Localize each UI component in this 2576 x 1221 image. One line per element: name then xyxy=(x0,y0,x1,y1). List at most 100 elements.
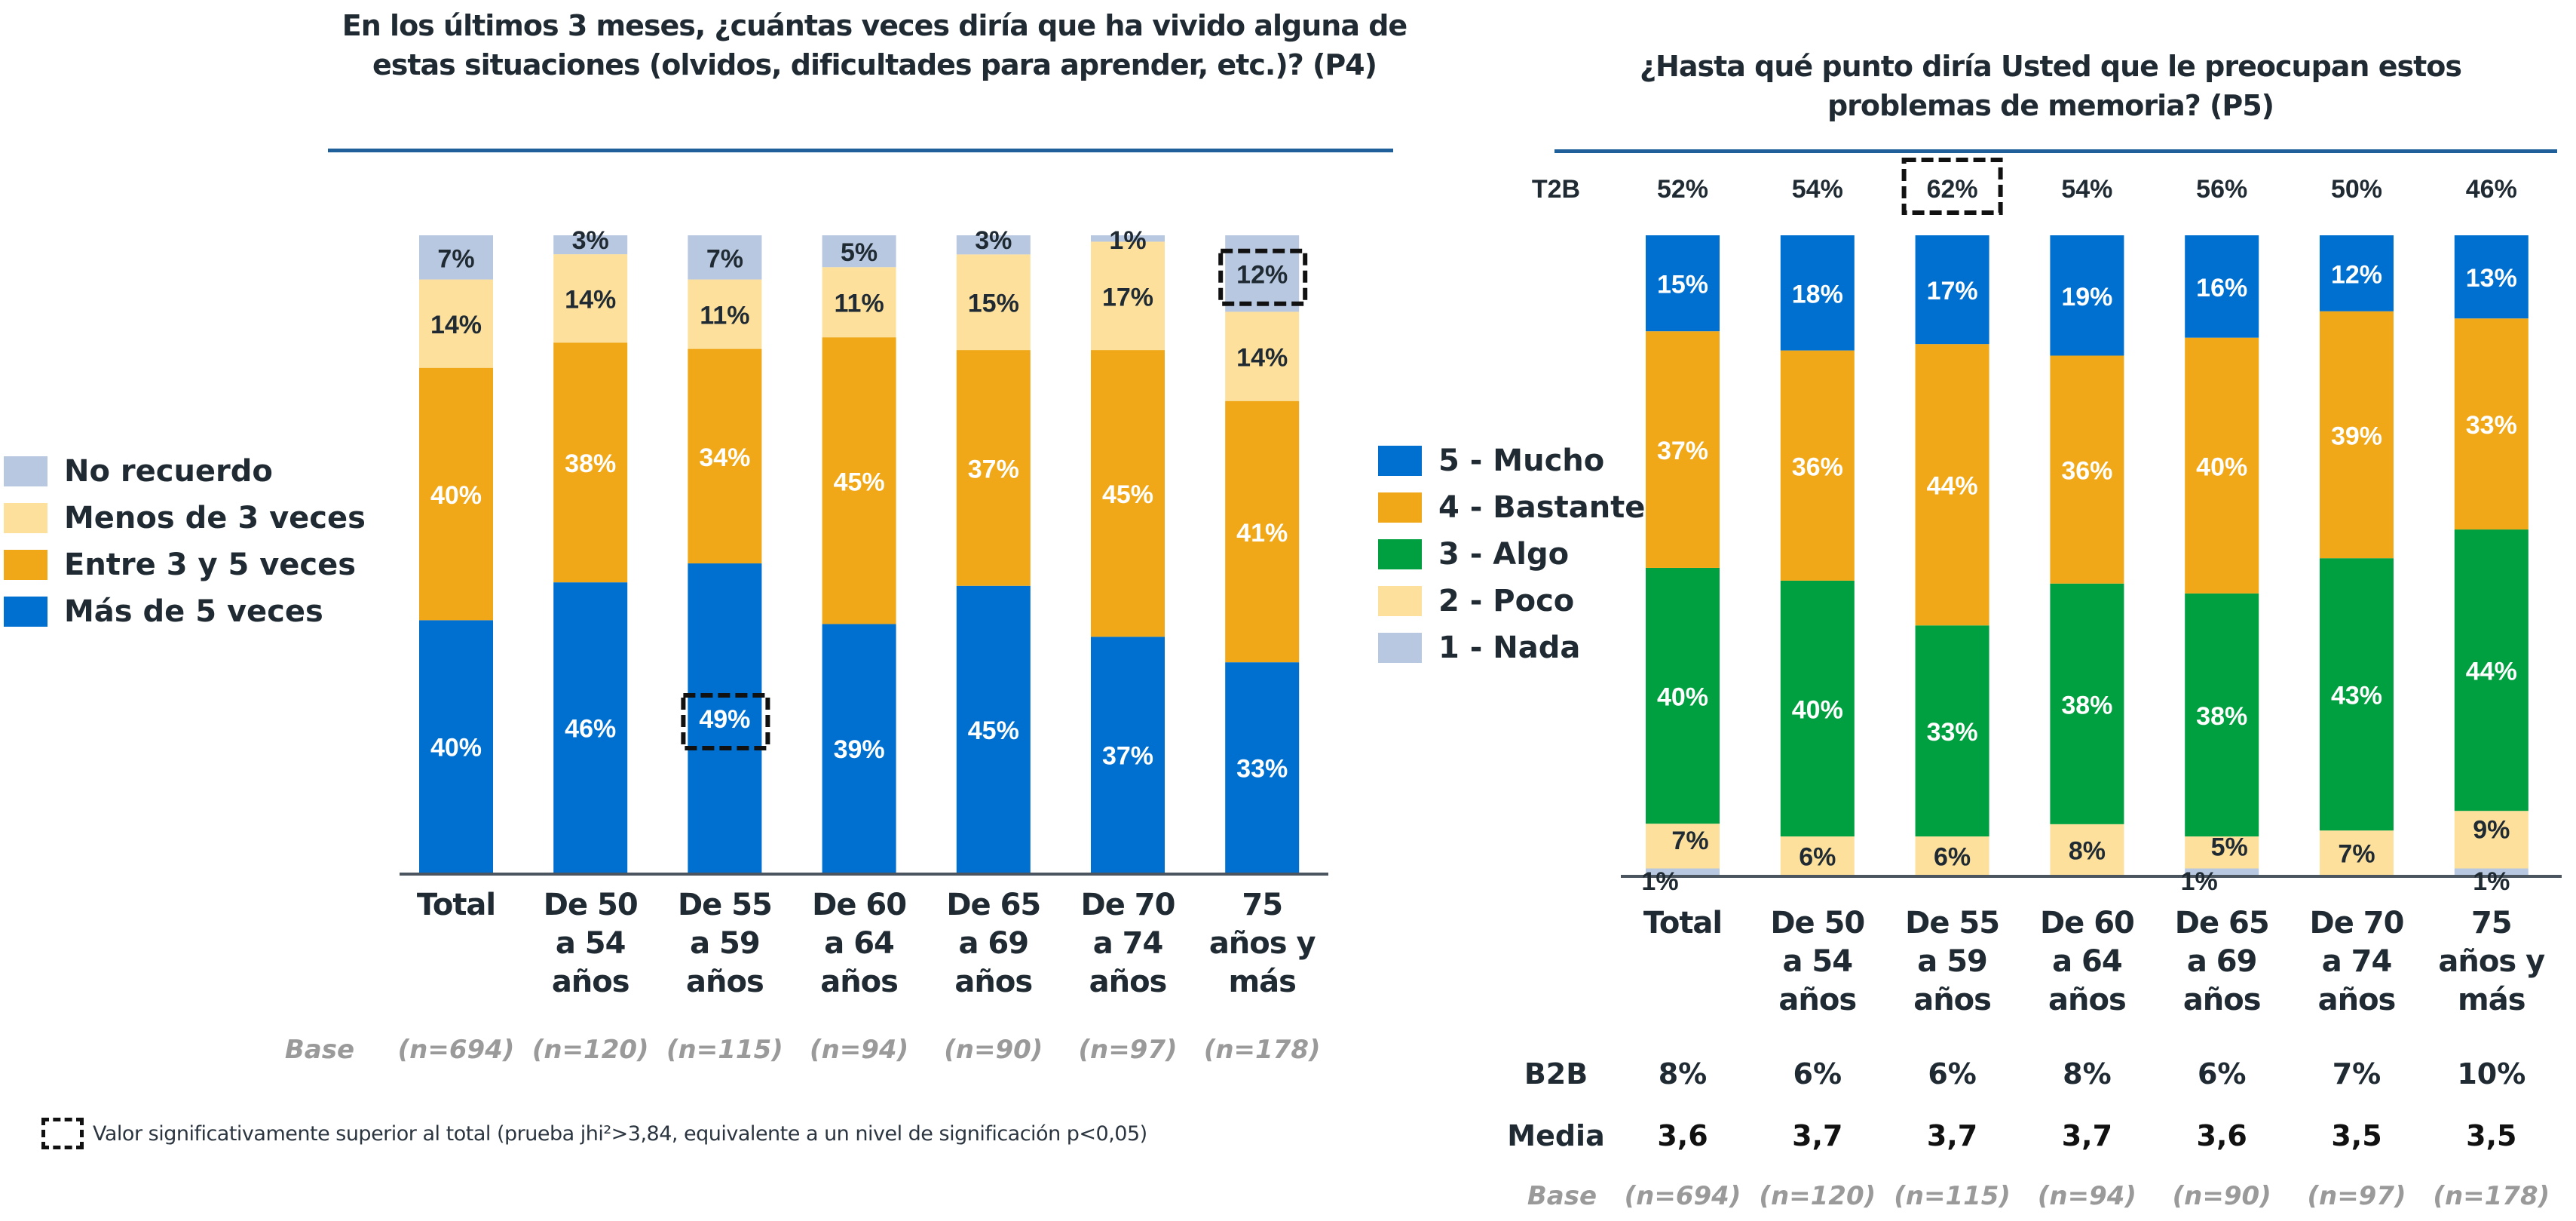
significance-box xyxy=(681,693,770,751)
b2b-value: 6% xyxy=(1793,1057,1842,1091)
data-label: 11% xyxy=(700,302,749,330)
bar-segment xyxy=(2454,235,2529,319)
data-label: 17% xyxy=(1102,283,1153,311)
base-n-label: (n=94) xyxy=(2038,1181,2136,1211)
category-label: a 64 xyxy=(824,926,894,961)
data-label: 3% xyxy=(975,226,1012,255)
base-n-label: (n=120) xyxy=(1759,1181,1876,1211)
category-label: De 65 xyxy=(2175,906,2269,940)
data-label: 41% xyxy=(1236,519,1288,548)
bar-segment xyxy=(688,348,762,564)
bar-segment xyxy=(1915,836,1989,875)
legend-label: Entre 3 y 5 veces xyxy=(64,548,357,582)
data-label: 38% xyxy=(2061,691,2112,719)
legend-label: Más de 5 veces xyxy=(64,594,323,629)
data-label: 18% xyxy=(1792,280,1843,308)
base-n-label: (n=694) xyxy=(398,1035,515,1065)
data-label: 37% xyxy=(1657,437,1708,465)
bar-segment xyxy=(419,367,493,621)
bar-segment xyxy=(1915,625,1989,837)
category-label: años xyxy=(1778,983,1856,1017)
data-label: 33% xyxy=(2466,411,2517,440)
base-n-label: (n=90) xyxy=(2173,1181,2271,1211)
legend-swatch xyxy=(1378,633,1422,663)
category-label: a 64 xyxy=(2052,944,2122,979)
bar-segment xyxy=(1780,836,1855,875)
data-label: 40% xyxy=(430,481,482,510)
category-label: a 54 xyxy=(1783,944,1853,979)
t2b-value: 62% xyxy=(1927,175,1978,204)
category-label: a 59 xyxy=(1917,944,1987,979)
bar-segment xyxy=(956,585,1031,873)
bar-segment xyxy=(822,624,896,873)
category-label: a 59 xyxy=(690,926,760,961)
legend-item: Entre 3 y 5 veces xyxy=(4,541,366,588)
legend-label: 1 - Nada xyxy=(1438,630,1581,665)
bar-segment xyxy=(2185,868,2259,875)
t2b-value: 54% xyxy=(2061,175,2112,204)
bar-segment xyxy=(688,235,762,280)
base-n-label: (n=178) xyxy=(1204,1035,1321,1065)
media-value: 3,5 xyxy=(2466,1119,2516,1152)
data-label: 37% xyxy=(968,455,1019,483)
bar-segment xyxy=(1646,868,1720,875)
data-label: 44% xyxy=(1927,472,1978,501)
legend-label: No recuerdo xyxy=(64,454,273,489)
data-label: 40% xyxy=(2196,453,2247,481)
category-label: De 50 xyxy=(1770,906,1864,940)
legend-item: 3 - Algo xyxy=(1378,531,1645,578)
bar-segment xyxy=(822,337,896,624)
data-label: 33% xyxy=(1236,755,1288,784)
chart-p5-legend: 5 - Mucho 4 - Bastante 3 - Algo 2 - Poco 1 -… xyxy=(1378,437,1645,671)
data-label: 40% xyxy=(1792,696,1843,725)
category-label: De 55 xyxy=(1905,906,1999,940)
bar-segment xyxy=(2320,311,2394,559)
bar-segment xyxy=(2185,593,2259,837)
data-label: 12% xyxy=(1236,261,1288,290)
data-label: 1% xyxy=(1641,867,1678,896)
bar-segment xyxy=(419,279,493,368)
dashed-box-icon xyxy=(41,1118,84,1149)
b2b-value: 8% xyxy=(2063,1057,2112,1091)
bar-segment xyxy=(688,563,762,873)
data-label: 5% xyxy=(2211,833,2248,861)
base-n-label: (n=94) xyxy=(810,1035,908,1065)
data-label: 12% xyxy=(2331,260,2382,289)
media-value: 3,6 xyxy=(1657,1119,1708,1152)
base-label: Base xyxy=(1527,1181,1597,1211)
legend-item: 5 - Mucho xyxy=(1378,437,1645,484)
bar-segment xyxy=(1646,824,1720,869)
category-label: años xyxy=(2183,983,2261,1017)
legend-label: 2 - Poco xyxy=(1438,584,1575,618)
t2b-value: 52% xyxy=(1657,175,1708,204)
t2b-value: 56% xyxy=(2196,175,2247,204)
category-label: años xyxy=(1089,965,1167,999)
legend-swatch xyxy=(1378,446,1422,476)
data-label: 39% xyxy=(834,735,885,764)
data-label: 13% xyxy=(2466,264,2517,293)
legend-swatch xyxy=(4,550,47,580)
data-label: 7% xyxy=(2338,840,2375,869)
bar-segment xyxy=(956,254,1031,351)
bar-segment xyxy=(553,235,628,255)
category-label: De 70 xyxy=(2310,906,2404,940)
legend-label: 3 - Algo xyxy=(1438,537,1570,572)
t2b-value: 54% xyxy=(1792,175,1843,204)
data-label: 7% xyxy=(1671,827,1708,855)
bar-segment xyxy=(1915,235,1989,345)
bar-segment xyxy=(822,267,896,338)
legend-label: Menos de 3 veces xyxy=(64,501,366,535)
base-n-label: (n=90) xyxy=(944,1035,1043,1065)
data-label: 15% xyxy=(968,290,1019,318)
bar-segment xyxy=(2454,811,2529,869)
media-value: 3,7 xyxy=(1792,1119,1842,1152)
legend-swatch xyxy=(4,503,47,533)
category-label: años xyxy=(1913,983,1991,1017)
data-label: 45% xyxy=(834,468,885,496)
t2b-label: T2B xyxy=(1532,175,1580,204)
base-n-label: (n=97) xyxy=(1078,1035,1177,1065)
bar-segment xyxy=(1091,235,1165,242)
data-label: 37% xyxy=(1102,742,1153,771)
chart-p5-title-rule xyxy=(1554,149,2557,153)
data-label: 6% xyxy=(1799,843,1836,872)
